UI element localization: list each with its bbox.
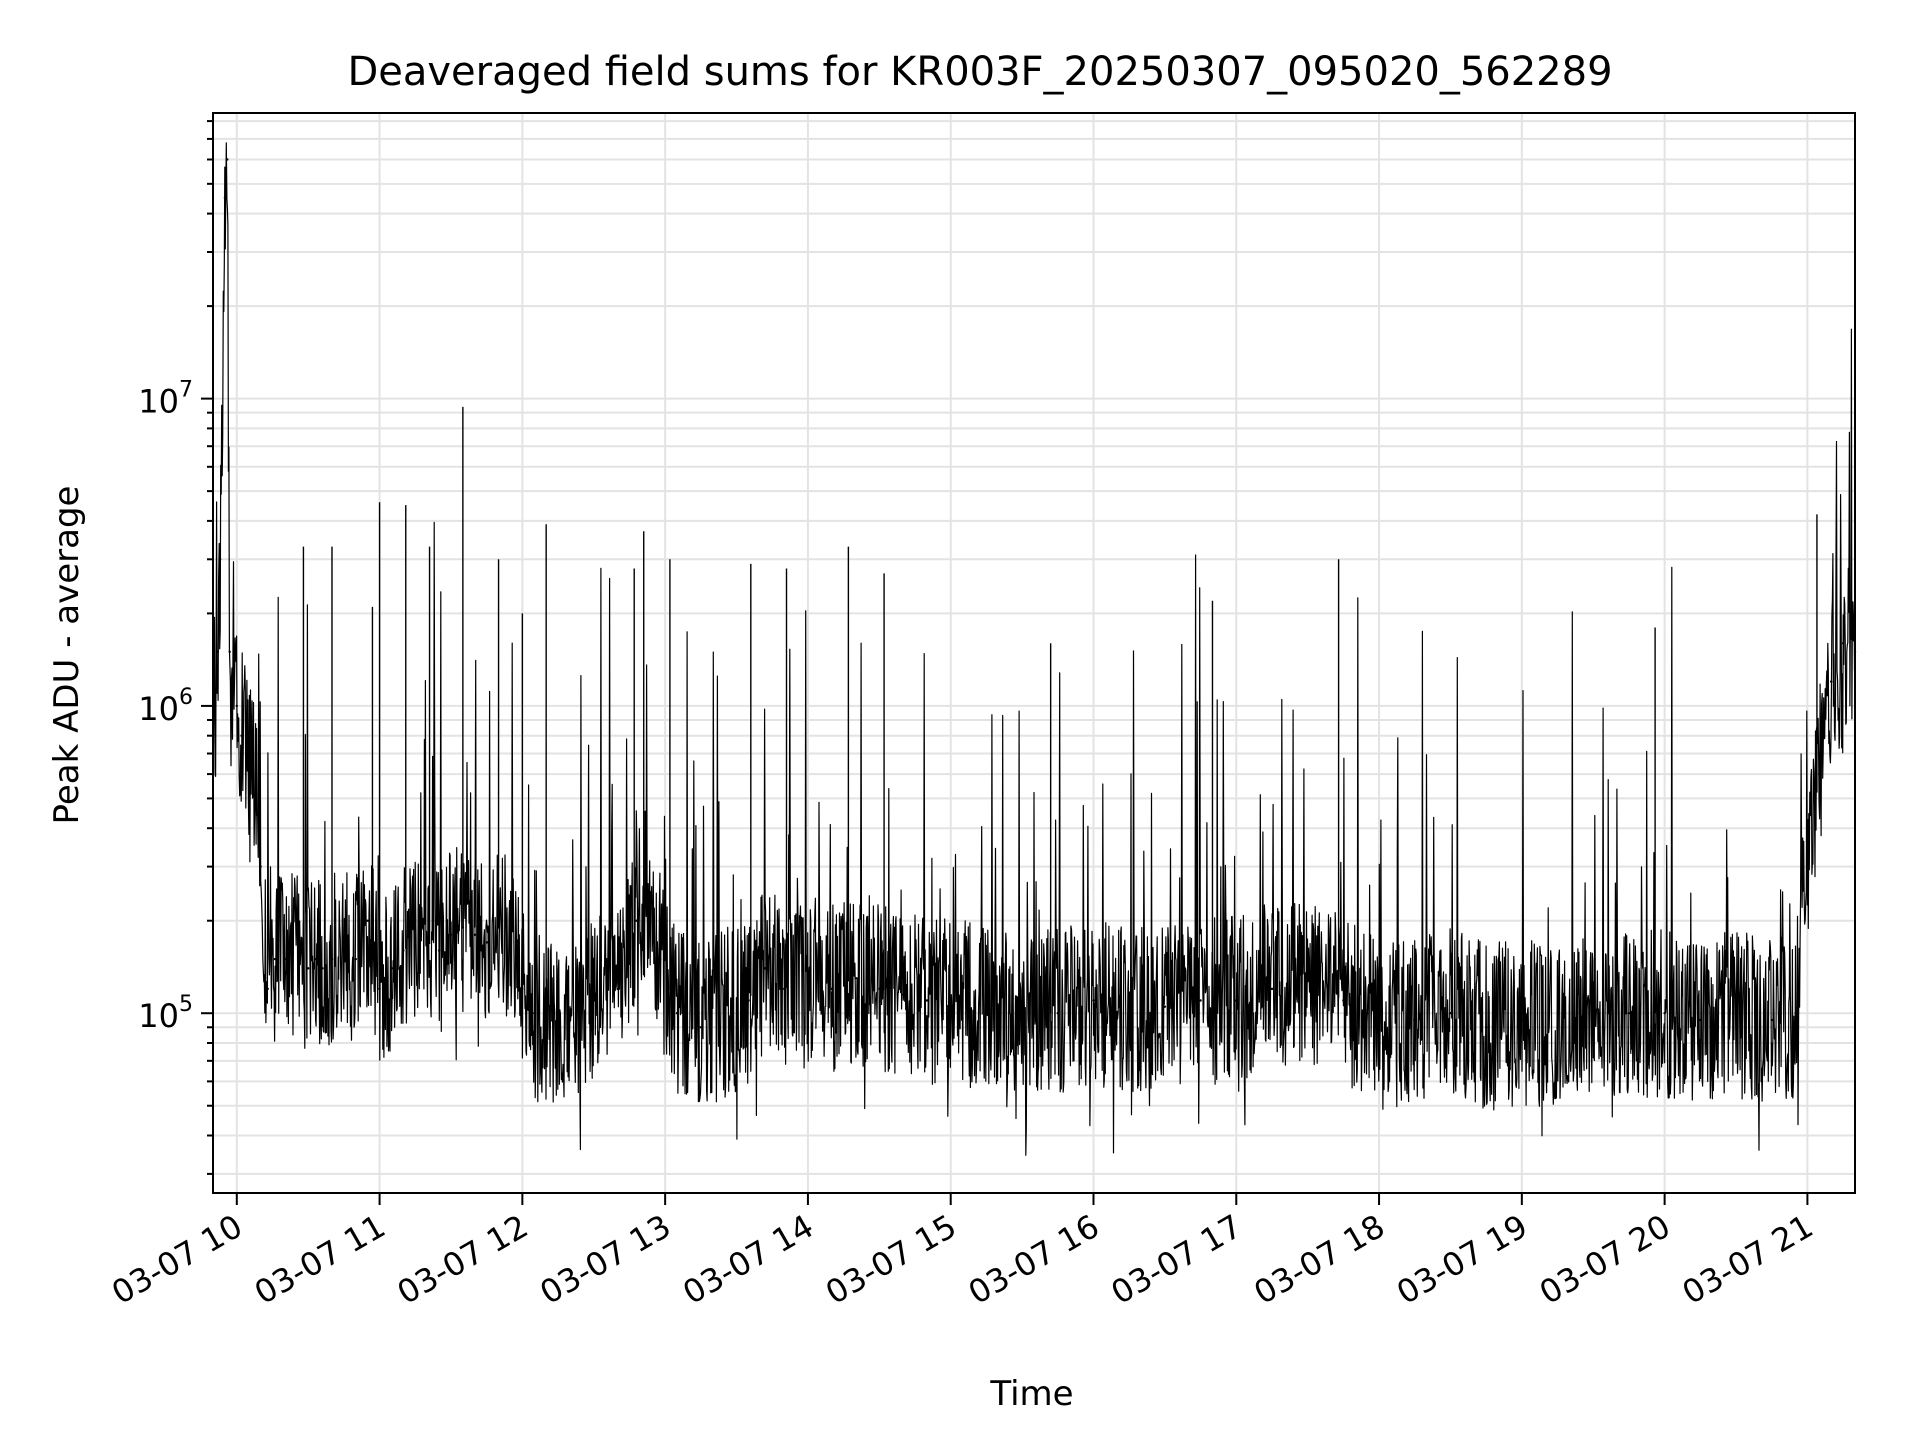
data-point: [402, 949, 405, 952]
data-point: [485, 941, 488, 944]
data-point: [830, 987, 833, 991]
data-point: [1056, 1012, 1059, 1015]
chart-title: Deaveraged field sums for KR003F_2025030…: [347, 49, 1612, 95]
data-point: [223, 196, 227, 200]
data-point: [1627, 1012, 1631, 1015]
data-point: [1794, 1012, 1797, 1015]
data-point: [723, 1012, 726, 1015]
x-axis-label: Time: [989, 1374, 1073, 1414]
data-point: [747, 999, 750, 1002]
data-point: [1306, 977, 1309, 980]
data-point: [306, 967, 310, 970]
data-point: [1734, 1012, 1738, 1015]
data-point: [1413, 1018, 1416, 1022]
data-point: [1484, 1026, 1488, 1029]
data-point: [1770, 1018, 1773, 1022]
plot-area-frame: [212, 112, 1856, 1194]
series-line: [212, 142, 1856, 1156]
y-tick-base: 10: [138, 383, 179, 421]
data-point: [1556, 1026, 1559, 1029]
data-point: [1663, 1012, 1666, 1015]
y-tick-exponent: 5: [179, 992, 193, 1017]
data-point: [342, 949, 346, 952]
data-point: [1092, 999, 1095, 1002]
y-tick-exponent: 6: [179, 685, 193, 710]
data-point: [1270, 987, 1274, 991]
y-tick-label: 107: [138, 378, 193, 421]
data-point: [230, 718, 234, 722]
data-point: [473, 933, 476, 936]
data-point: [290, 949, 293, 952]
data-point: [297, 957, 300, 961]
y-tick-base: 10: [138, 690, 179, 728]
data-point: [1830, 680, 1833, 683]
data-point: [659, 957, 662, 961]
data-point: [390, 967, 393, 970]
data-point: [1342, 999, 1345, 1002]
data-point: [321, 967, 324, 970]
y-tick-base: 10: [138, 997, 179, 1035]
data-point: [254, 797, 258, 800]
y-tick-label: 105: [138, 992, 193, 1035]
data-point: [616, 987, 619, 991]
data-point: [675, 1012, 679, 1015]
data-point: [259, 865, 262, 868]
data-point: [228, 650, 231, 654]
data-point: [1841, 641, 1845, 645]
data-point: [218, 558, 222, 561]
data-point: [925, 999, 929, 1002]
y-axis-label: Peak ADU - average: [47, 486, 87, 825]
data-point: [226, 158, 229, 161]
data-point: [592, 999, 595, 1002]
data-point: [1365, 1012, 1369, 1015]
data-point: [699, 1026, 703, 1029]
data-point: [806, 977, 810, 980]
data-point: [1449, 1012, 1452, 1015]
data-point: [366, 919, 369, 922]
data-point: [283, 957, 286, 961]
data-point: [901, 993, 905, 996]
data-point: [1377, 1026, 1381, 1029]
data-point: [1199, 999, 1202, 1002]
data-point: [878, 987, 881, 991]
data-point: [247, 752, 250, 755]
y-tick-label: 106: [138, 685, 193, 728]
data-point: [985, 1005, 988, 1008]
data-point: [533, 1012, 536, 1015]
data-point: [1163, 1005, 1167, 1008]
data-point: [644, 889, 648, 893]
data-point: [216, 650, 219, 654]
data-point: [509, 933, 512, 936]
data-point: [782, 987, 786, 991]
data-point: [354, 957, 357, 961]
data-point: [1592, 1018, 1595, 1022]
data-point: [437, 949, 441, 952]
data-point: [273, 957, 277, 961]
data-point: [266, 987, 269, 991]
data-point: [854, 977, 857, 980]
data-point: [414, 941, 417, 944]
data-point: [1127, 1012, 1131, 1015]
data-point: [763, 967, 767, 970]
data-point: [314, 957, 317, 961]
series-layer: [211, 142, 1857, 1156]
data-point: [568, 1012, 572, 1015]
data-point: [1818, 772, 1821, 776]
data-point: [1020, 1012, 1024, 1015]
data-point: [1806, 865, 1809, 868]
data-point: [449, 933, 453, 936]
data-point: [635, 919, 638, 922]
data-point: [949, 999, 952, 1002]
data-point: [1699, 1018, 1702, 1022]
data-point: [1520, 1018, 1524, 1022]
data-point: [425, 941, 429, 944]
data-point: [240, 734, 243, 737]
data-point: [235, 704, 238, 708]
y-tick-exponent: 7: [179, 378, 193, 403]
data-point: [1235, 999, 1238, 1002]
